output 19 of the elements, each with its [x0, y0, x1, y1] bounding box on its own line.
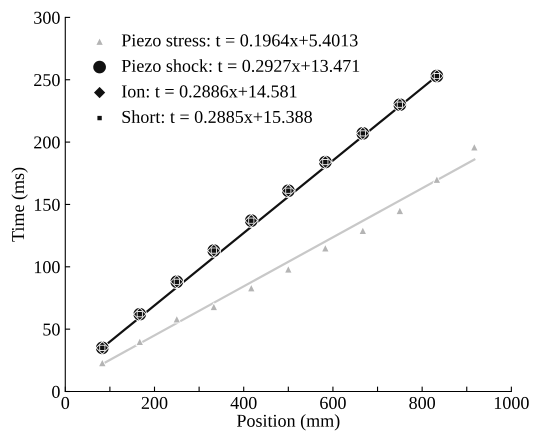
legend-label: Piezo shock: t = 0.2927x+13.471: [122, 59, 360, 72]
legend-label: Short: t = 0.2885x+15.388: [122, 110, 312, 124]
y-tick-label: 0: [52, 386, 60, 398]
y-axis-title: Time (ms): [11, 168, 28, 242]
x-tick-label: 200: [142, 396, 168, 410]
x-tick-label: 400: [230, 396, 257, 410]
x-tick-label: 1000: [494, 396, 529, 410]
legend-label: Piezo stress: t = 0.1964x+5.4013: [122, 34, 358, 47]
x-tick-label: 0: [61, 396, 70, 410]
legend-label: Ion: t = 0.2886x+14.581: [122, 85, 297, 98]
x-tick-label: 600: [320, 396, 346, 410]
y-tick-label: 150: [34, 198, 60, 211]
y-tick-label: 50: [43, 323, 60, 336]
y-tick-label: 250: [34, 74, 60, 86]
x-axis-title: Position (mm): [236, 414, 340, 430]
y-tick-label: 300: [34, 12, 60, 24]
y-tick-label: 100: [34, 261, 60, 274]
x-tick-label: 800: [409, 396, 435, 410]
y-tick-label: 200: [34, 136, 60, 149]
